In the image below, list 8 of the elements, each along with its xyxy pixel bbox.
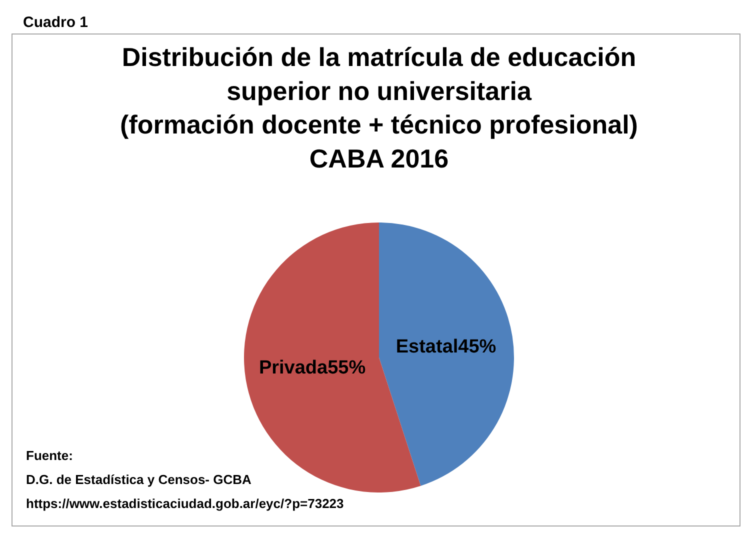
pie-slice	[379, 222, 514, 486]
text: Cuadro 1	[23, 14, 88, 31]
slice-label: Estatal45%	[396, 336, 496, 358]
text: D.G. de Estadística y Censos- GCBA	[26, 472, 252, 487]
slice-label: Privada55%	[258, 358, 366, 379]
chart-title: Distribución de la matrícula de educación superior no universitaria (formación docente + técnico profesional) CABA 2016	[120, 42, 638, 174]
text: https://www.estadisticaciudad.gob.ar/eyc/?p=73223	[26, 496, 344, 511]
source-note: Fuente:	[26, 448, 73, 463]
